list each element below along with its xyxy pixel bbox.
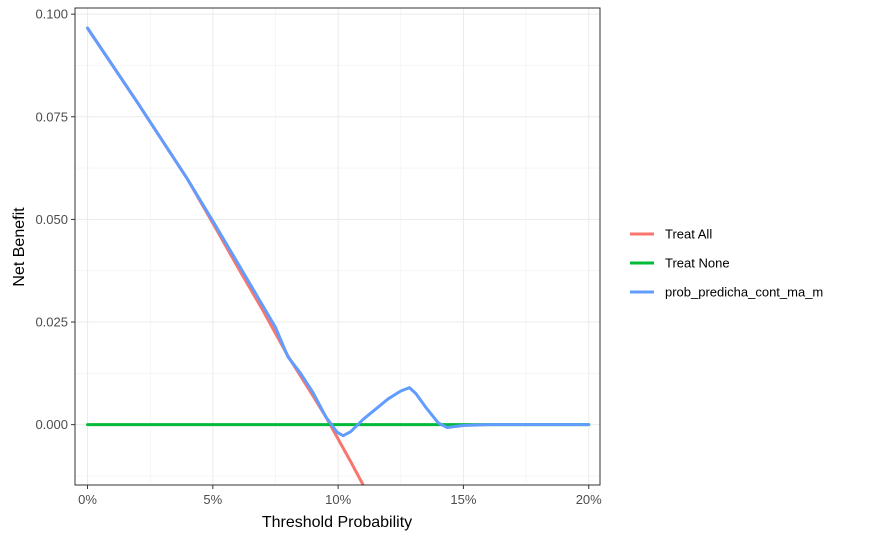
legend: Treat All Treat None prob_predicha_cont_ma… — [630, 227, 823, 300]
plot-background — [75, 8, 600, 485]
x-tick-label: 0% — [78, 492, 97, 507]
x-axis-title: Threshold Probability — [262, 514, 412, 531]
y-tick-label: 0.050 — [35, 212, 68, 227]
x-tick-label: 15% — [450, 492, 476, 507]
y-tick-label: 0.075 — [35, 109, 68, 124]
x-tick-label: 5% — [203, 492, 222, 507]
y-tick-label: 0.000 — [35, 417, 68, 432]
series-line-prob-predicha-cont-ma-m — [86, 26, 591, 438]
grid-minor — [75, 8, 600, 485]
y-tick-label: 0.025 — [35, 315, 68, 330]
series-layer — [86, 26, 591, 485]
legend-label-treat-all: Treat All — [665, 227, 712, 242]
y-axis-title: Net Benefit — [11, 207, 28, 287]
legend-label-treat-none: Treat None — [665, 256, 730, 271]
y-tick-label: 0.100 — [35, 7, 68, 22]
x-axis: 0% 5% 10% 15% 20% — [78, 485, 602, 507]
x-tick-label: 10% — [325, 492, 351, 507]
y-axis: 0.000 0.025 0.050 0.075 0.100 — [35, 7, 75, 432]
grid-major — [75, 8, 600, 485]
x-tick-label: 20% — [576, 492, 602, 507]
legend-label-prob-predicha-cont-ma-m: prob_predicha_cont_ma_m — [665, 285, 823, 300]
plot-border — [74, 7, 601, 486]
